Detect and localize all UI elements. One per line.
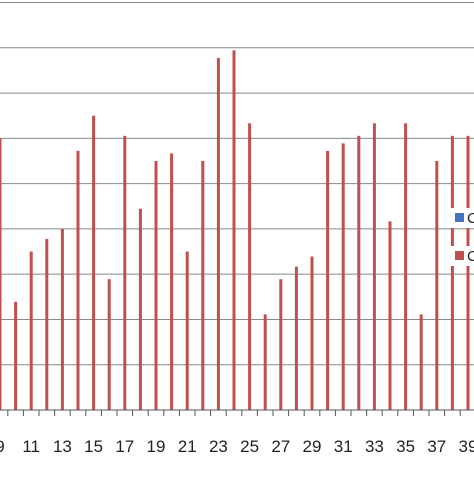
legend: CC bbox=[450, 208, 474, 266]
x-tick-label: 29 bbox=[303, 437, 322, 456]
bar-21 bbox=[185, 251, 189, 410]
x-tick-label: 13 bbox=[53, 437, 72, 456]
x-tick-label: 15 bbox=[84, 437, 103, 456]
bar-31 bbox=[341, 143, 345, 410]
x-tick-label: 33 bbox=[365, 437, 384, 456]
bar-34 bbox=[388, 221, 392, 410]
gridlines bbox=[0, 2, 474, 366]
x-tick-label: 39 bbox=[459, 437, 474, 456]
x-tick-label: 11 bbox=[22, 437, 40, 456]
x-tick-label: 27 bbox=[271, 437, 290, 456]
bar-15 bbox=[92, 115, 96, 411]
bar-26 bbox=[263, 314, 267, 410]
bar-38 bbox=[450, 135, 454, 410]
bar-16 bbox=[107, 279, 111, 410]
bar-22 bbox=[201, 160, 205, 410]
bar-14 bbox=[76, 150, 80, 411]
x-tick-label: 37 bbox=[427, 437, 446, 456]
bar-17 bbox=[123, 135, 127, 410]
bar-10 bbox=[14, 301, 18, 410]
x-tick-label: 31 bbox=[334, 437, 353, 456]
x-tick-label: 21 bbox=[178, 437, 197, 456]
bar-12 bbox=[45, 238, 49, 410]
x-tick-label: 17 bbox=[115, 437, 134, 456]
x-tick-label: 35 bbox=[396, 437, 415, 456]
bar-35 bbox=[404, 123, 408, 411]
bar-18 bbox=[138, 208, 142, 410]
bar-20 bbox=[170, 153, 174, 410]
bar-36 bbox=[419, 314, 423, 410]
bar-19 bbox=[154, 160, 158, 410]
bar-11 bbox=[29, 251, 33, 410]
bar-30 bbox=[326, 150, 330, 411]
legend-swatch bbox=[455, 251, 464, 260]
x-tick-label: 23 bbox=[209, 437, 228, 456]
bar-28 bbox=[294, 266, 298, 410]
bar-9 bbox=[0, 138, 2, 410]
bar-29 bbox=[310, 256, 314, 410]
bar-24 bbox=[232, 50, 236, 410]
bar-27 bbox=[279, 279, 283, 410]
legend-label: C bbox=[467, 248, 474, 265]
x-axis: 9 11 13 15 17 19 21 23 25 27 29 31 33 35 37 39 bbox=[0, 409, 474, 456]
bar-25 bbox=[248, 123, 252, 411]
bar-33 bbox=[372, 123, 376, 411]
bar-13 bbox=[60, 228, 64, 410]
bar-32 bbox=[357, 135, 361, 410]
bar-39 bbox=[466, 135, 470, 410]
legend-label: C bbox=[467, 210, 474, 227]
x-tick-label: 9 bbox=[0, 437, 5, 456]
bar-23 bbox=[216, 57, 220, 411]
x-tick-label: 25 bbox=[240, 437, 259, 456]
x-tick-label: 19 bbox=[147, 437, 166, 456]
bars bbox=[0, 50, 470, 411]
bar-37 bbox=[435, 160, 439, 410]
legend-swatch bbox=[455, 213, 464, 222]
